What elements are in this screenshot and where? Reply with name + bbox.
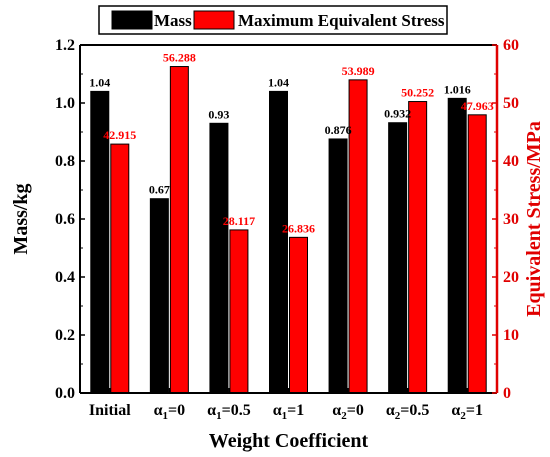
left-tick-label: 0.2 [55, 327, 75, 344]
x-tick-label: α1=1 [273, 402, 305, 422]
right-tick-label: 50 [503, 95, 519, 112]
legend-label-mass: Mass [154, 11, 192, 30]
legend-swatch-mass [111, 10, 153, 30]
y-axis-title-right: Equivalent Stress/MPa [523, 121, 545, 317]
stress-value-label: 28.117 [223, 214, 255, 228]
mass-bar [328, 138, 348, 394]
left-tick-label: 0.0 [55, 385, 75, 402]
x-tick-label: α2=1 [451, 402, 483, 422]
mass-value-label: 0.67 [149, 183, 170, 197]
x-tick-label: α2=0.5 [386, 402, 430, 422]
mass-value-label: 1.04 [89, 75, 110, 89]
stress-value-label: 47.963 [461, 99, 494, 113]
mass-bar [269, 90, 288, 394]
mass-bar [447, 97, 467, 394]
x-tick-label: Initial [89, 402, 131, 419]
right-tick-label: 30 [503, 211, 519, 228]
mass-value-label: 0.93 [208, 107, 229, 121]
stress-value-label: 53.989 [342, 64, 375, 78]
left-tick-label: 1.0 [55, 95, 75, 112]
mass-value-label: 1.016 [444, 82, 471, 96]
mass-bar [149, 198, 169, 394]
left-tick-label: 0.8 [55, 153, 75, 170]
stress-value-label: 56.288 [163, 51, 196, 65]
value-labels: 1.04 42.915 0.67 56.288 0.93 28.117 1.04 26.836… [89, 51, 493, 236]
stress-bar [348, 79, 368, 394]
right-tick-label: 20 [503, 269, 519, 286]
right-tick-label: 40 [503, 153, 519, 170]
stress-value-label: 50.252 [401, 86, 434, 100]
x-tick-label: α2=0 [332, 402, 364, 422]
right-tick-label: 10 [503, 327, 519, 344]
x-tick-label: α1=0 [154, 402, 186, 422]
stress-bar [169, 66, 189, 394]
mass-value-label: 0.876 [325, 123, 352, 137]
right-tick-label: 0 [503, 385, 511, 402]
x-tick-label: α1=0.5 [207, 402, 251, 422]
left-tick-label: 0.6 [55, 211, 75, 228]
legend-box [98, 5, 448, 35]
stress-value-label: 42.915 [103, 128, 136, 142]
axes: 0.0 0.2 0.4 0.6 0.8 1.0 1.2 0 10 20 30 40 50 60 Initia… [55, 37, 519, 422]
stress-value-label: 26.836 [282, 221, 315, 235]
mass-bar [388, 122, 408, 394]
mass-value-label: 0.932 [384, 107, 411, 121]
x-axis-title: Weight Coefficient [209, 430, 369, 452]
stress-bar [110, 143, 130, 394]
legend-swatch-stress [193, 10, 235, 30]
bars [90, 66, 487, 394]
stress-bar [289, 236, 308, 394]
stress-bar [229, 229, 249, 394]
stress-bar [408, 101, 428, 394]
left-tick-label: 1.2 [55, 37, 75, 54]
legend: Mass Maximum Equivalent Stress [98, 5, 448, 35]
legend-label-stress: Maximum Equivalent Stress [238, 11, 445, 30]
mass-value-label: 1.04 [268, 75, 289, 89]
left-tick-label: 0.4 [55, 269, 75, 286]
y-axis-title-left: Mass/kg [10, 183, 32, 254]
stress-bar [467, 114, 487, 394]
mass-bar [209, 122, 229, 394]
right-tick-label: 60 [503, 37, 519, 54]
